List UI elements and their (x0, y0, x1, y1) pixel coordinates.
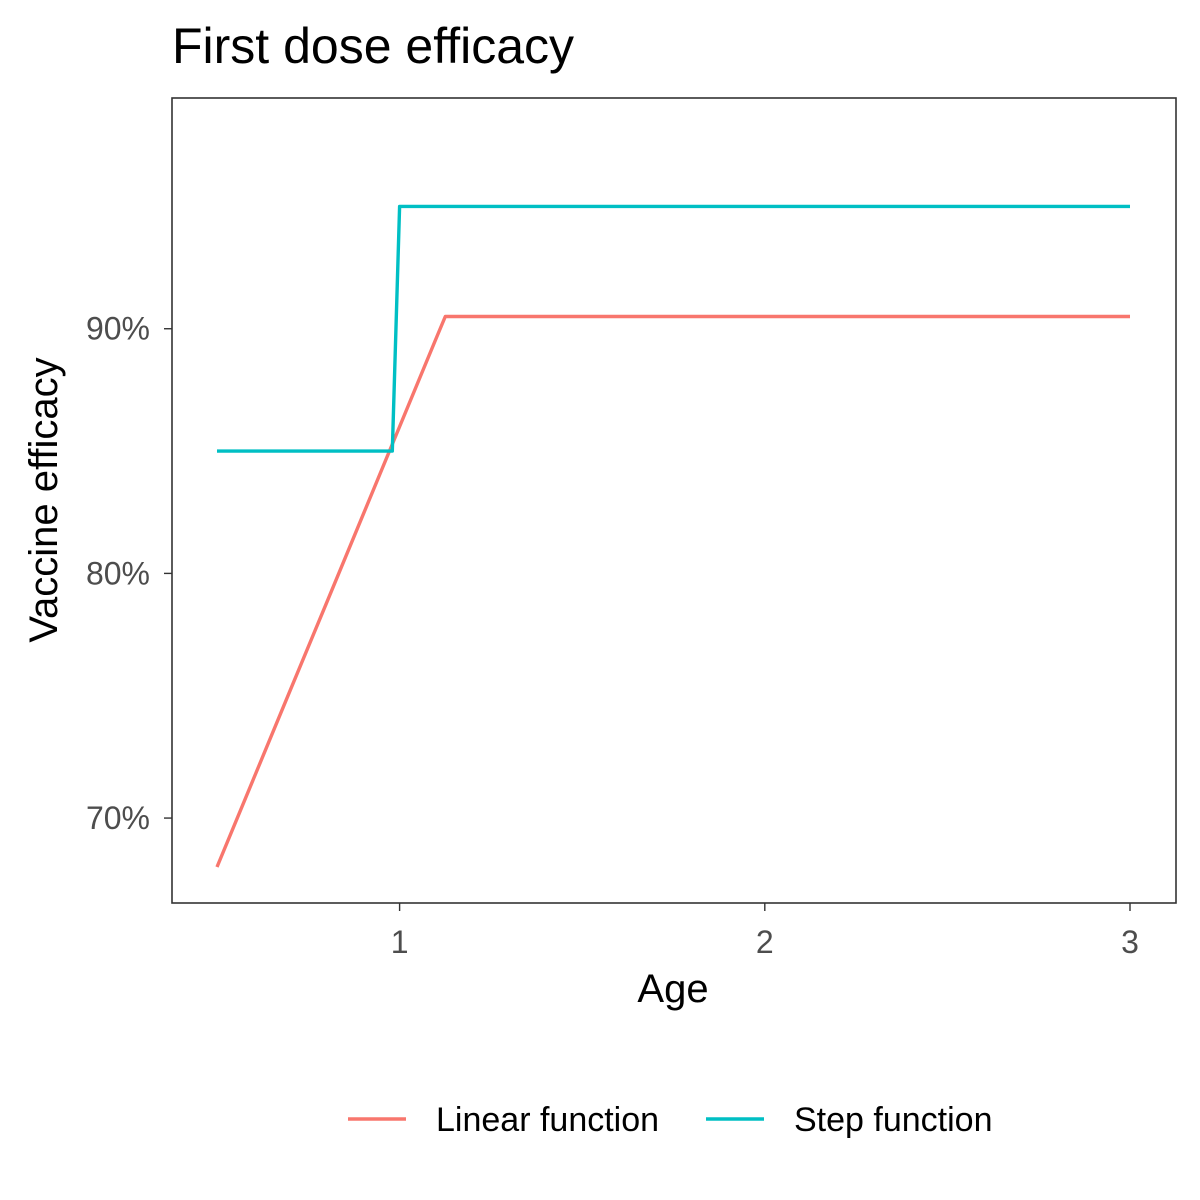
x-tick-label: 1 (391, 924, 409, 960)
x-axis-title: Age (637, 967, 708, 1011)
legend: Linear function Step function (348, 1101, 992, 1139)
plot-area: 1 2 3 70% 80% 90% (86, 97, 1177, 960)
legend-label-2: Step function (794, 1101, 992, 1139)
series-line-2 (217, 204, 1130, 453)
y-axis-title: Vaccine efficacy (22, 357, 66, 642)
y-tick-label: 70% (86, 800, 150, 836)
y-tick-label: 90% (86, 311, 150, 347)
y-tick-label: 80% (86, 555, 150, 591)
series-line-1 (215, 314, 1130, 868)
legend-label-1: Linear function (436, 1101, 659, 1139)
panel-border (171, 97, 1177, 904)
chart-title: First dose efficacy (172, 18, 574, 74)
x-tick-label: 3 (1121, 924, 1139, 960)
x-tick-label: 2 (756, 924, 774, 960)
